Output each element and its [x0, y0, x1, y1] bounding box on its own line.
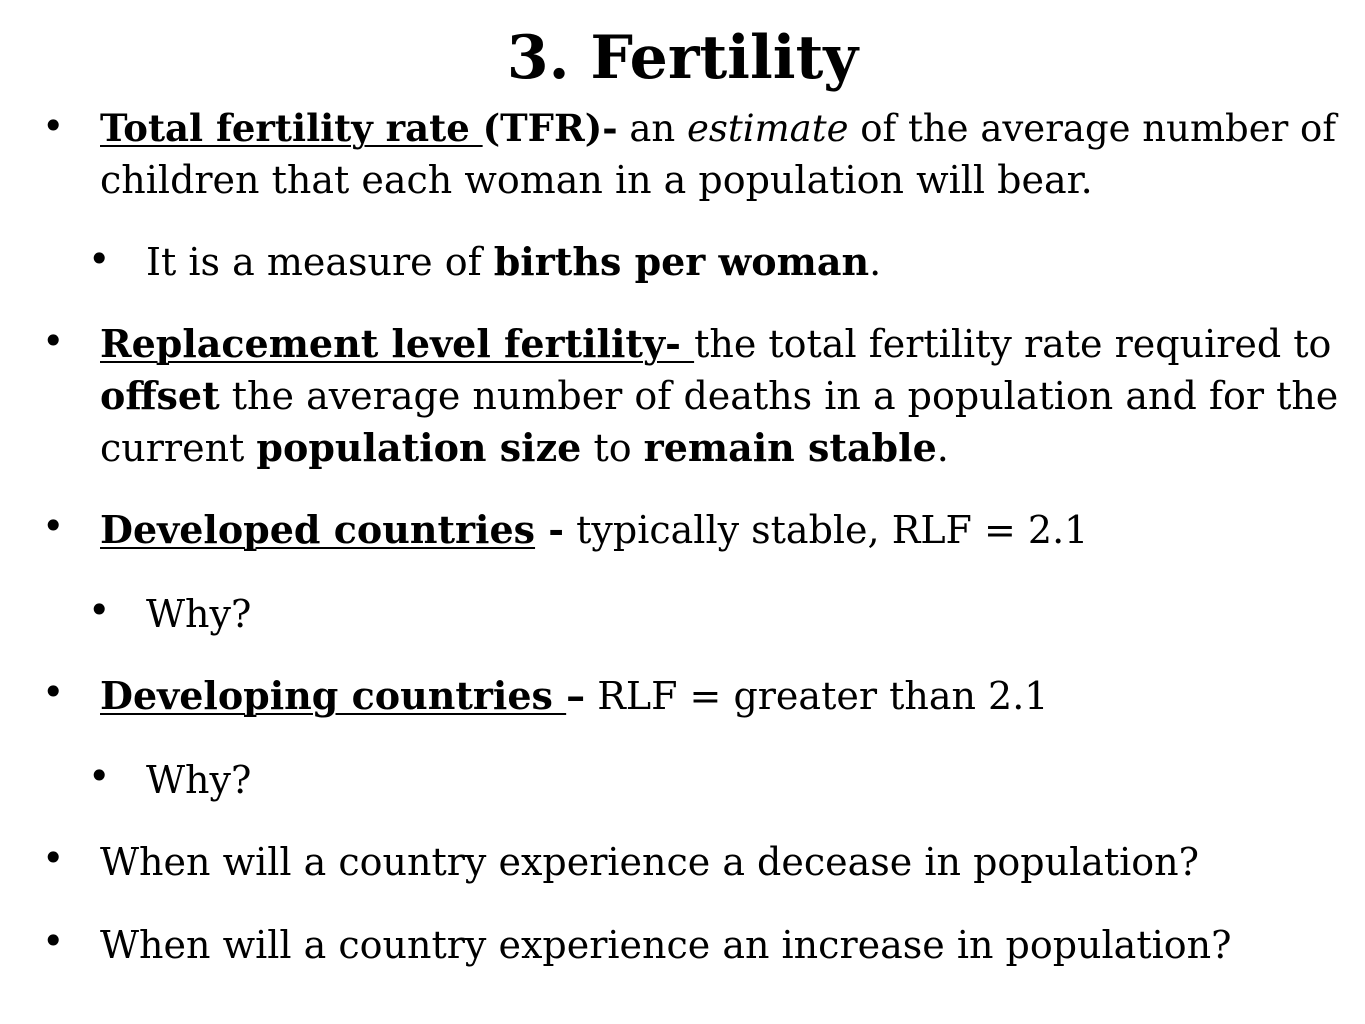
measure-text: It is a measure of: [146, 240, 494, 284]
why-line-1: Why?: [146, 592, 252, 636]
bullet-icon: •: [42, 504, 65, 548]
rlf-text: the average number of deaths in a popula…: [219, 374, 1339, 418]
bullet-icon: •: [42, 319, 65, 363]
developing-line: Developing countries – RLF = greater tha…: [100, 670, 1048, 722]
developed-line: Developed countries - typically stable, …: [100, 504, 1088, 556]
developed-text: typically stable, RLF = 2.1: [564, 508, 1089, 552]
sub-bullet-icon: •: [88, 754, 111, 798]
tfr-abbr: (TFR)-: [482, 106, 618, 150]
rlf-text: to: [581, 426, 644, 470]
question-increase: When will a country experience an increa…: [100, 923, 1232, 967]
tfr-text: an: [617, 107, 687, 150]
measure-bold: births per woman: [493, 239, 870, 284]
bullet-icon: •: [42, 670, 65, 714]
rlf-bold: remain stable: [643, 425, 937, 470]
sub-bullet-icon: •: [88, 237, 111, 281]
developed-sep: -: [535, 507, 565, 552]
sub-bullet-icon: •: [88, 588, 111, 632]
rlf-line-1: Replacement level fertility- the total f…: [100, 318, 1331, 370]
measure-line: It is a measure of births per woman.: [146, 236, 881, 288]
tfr-line-2: children that each woman in a population…: [100, 158, 1093, 202]
tfr-text: of the average number of: [848, 107, 1337, 150]
rlf-line-3: current population size to remain stable…: [100, 422, 949, 474]
tfr-line-1: Total fertility rate (TFR)- an estimate …: [100, 102, 1336, 155]
why-line-2: Why?: [146, 758, 252, 802]
tfr-emphasis: estimate: [686, 107, 849, 150]
rlf-bold-offset: offset: [100, 373, 220, 418]
developed-term: Developed countries: [100, 507, 536, 552]
developing-text: RLF = greater than 2.1: [585, 674, 1049, 718]
rlf-text: the total fertility rate required to: [694, 322, 1332, 366]
rlf-line-2: offset the average number of deaths in a…: [100, 370, 1338, 422]
rlf-term: Replacement level fertility-: [100, 321, 695, 366]
rlf-text: current: [100, 426, 257, 470]
tfr-term: Total fertility rate: [100, 106, 483, 150]
bullet-icon: •: [42, 919, 65, 963]
bullet-icon: •: [42, 104, 65, 148]
developing-sep: –: [566, 673, 586, 718]
rlf-bold: population size: [256, 425, 582, 470]
slide-title: 3. Fertility: [506, 23, 859, 93]
developing-term: Developing countries: [100, 673, 567, 718]
measure-text: .: [869, 240, 882, 284]
bullet-icon: •: [42, 836, 65, 880]
question-decrease: When will a country experience a decease…: [100, 840, 1200, 884]
rlf-text: .: [936, 426, 949, 470]
